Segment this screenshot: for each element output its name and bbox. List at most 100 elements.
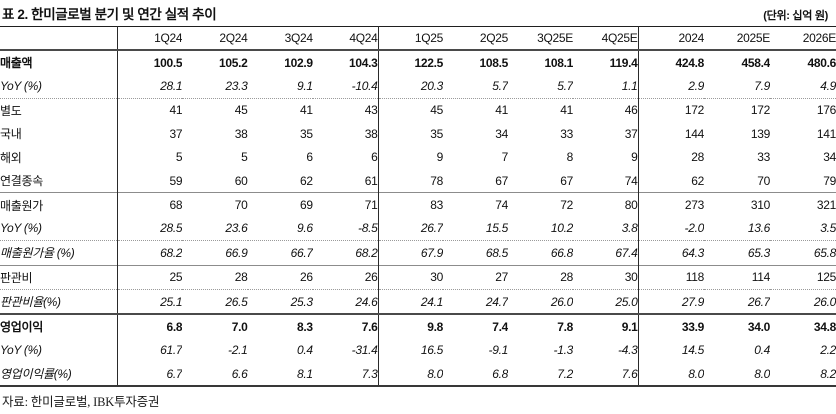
cell-YoY (%)-3Q24: 9.1 bbox=[296, 79, 313, 94]
cell-해외-4Q24: 6 bbox=[312, 145, 379, 169]
table-row-8: 매출원가율 (%) 68.2 66.9 66.7 68.2 67.9 68.5 66.8 67.… bbox=[0, 240, 836, 266]
cell-영업이익-2024: 33.9 bbox=[638, 313, 704, 339]
cell-해외-1Q24: 5 bbox=[175, 150, 183, 165]
cell-영업이익률(%)-4Q25E: 7.6 bbox=[573, 362, 639, 388]
cell-영업이익률(%)-2Q25: 6.8 bbox=[443, 362, 508, 388]
cell-YoY (%)-3Q25E: 5.7 bbox=[557, 79, 573, 94]
table-title-bar: 표 2. 한미글로벌 분기 및 연간 실적 추이 (단위: 십억 원) bbox=[0, 0, 836, 26]
cell-판관비-1Q25: 30 bbox=[378, 264, 443, 290]
cell-별도-2Q25: 41 bbox=[443, 97, 508, 123]
cell-연결종속-2024: 62 bbox=[691, 173, 704, 188]
column-header-2026E: 2026E bbox=[770, 26, 836, 51]
cell-판관비율(%)-4Q24: 24.6 bbox=[312, 288, 379, 315]
table-row-3: 국내 37 38 35 38 35 34 33 37 144 139 141 bbox=[0, 122, 836, 146]
cell-매출액-4Q25E: 119.4 bbox=[573, 50, 639, 75]
cell-매출원가-4Q24: 71 bbox=[312, 192, 379, 217]
cell-별도-3Q25E: 41 bbox=[508, 97, 573, 123]
cell-YoY (%)-1Q25: 16.5 bbox=[420, 343, 443, 358]
cell-매출액-1Q24: 100.5 bbox=[153, 55, 183, 70]
cell-해외-3Q25E: 8 bbox=[566, 150, 573, 165]
cell-YoY (%)-2026E: 3.5 bbox=[820, 221, 836, 236]
cell-영업이익률(%)-2025E: 8.0 bbox=[704, 362, 770, 388]
cell-매출원가-2Q25: 74 bbox=[443, 192, 508, 217]
row-label: YoY (%) bbox=[0, 74, 118, 99]
table-row-12: YoY (%) 61.7 -2.1 0.4 -31.4 16.5 -9.1 -1.3 -4.3 1… bbox=[0, 338, 836, 363]
cell-매출원가율 (%)-3Q25E: 66.8 bbox=[508, 240, 573, 266]
cell-해외-2025E: 33 bbox=[757, 150, 770, 165]
row-label: 판관비 bbox=[0, 264, 118, 290]
cell-영업이익-2026E: 34.8 bbox=[770, 313, 836, 339]
cell-YoY (%)-2026E: 2.2 bbox=[820, 343, 836, 358]
cell-매출원가-2Q24: 70 bbox=[182, 192, 248, 217]
cell-매출원가-3Q25E: 72 bbox=[508, 192, 573, 217]
cell-YoY (%)-3Q24: 0.4 bbox=[296, 343, 313, 358]
cell-연결종속-3Q25E: 67 bbox=[560, 173, 573, 188]
cell-YoY (%)-4Q25E: 1.1 bbox=[573, 74, 639, 99]
cell-매출원가율 (%)-1Q24: 68.2 bbox=[117, 240, 183, 266]
cell-영업이익률(%)-2024: 8.0 bbox=[638, 362, 704, 388]
cell-국내-3Q24: 35 bbox=[300, 126, 313, 141]
row-label: 판관비율(%) bbox=[0, 288, 118, 315]
column-header-1Q25: 1Q25 bbox=[378, 26, 443, 51]
cell-영업이익률(%)-1Q24: 6.7 bbox=[117, 362, 183, 388]
cell-별도-2025E: 172 bbox=[704, 97, 770, 123]
cell-별도-1Q24: 41 bbox=[117, 97, 183, 123]
cell-YoY (%)-1Q25: 20.3 bbox=[420, 79, 443, 94]
cell-국내-3Q25E: 33 bbox=[560, 126, 573, 141]
label-column-header bbox=[0, 26, 118, 51]
source-note: 자료: 한미글로벌, IBK투자증권 bbox=[2, 395, 160, 410]
cell-YoY (%)-1Q25: 26.7 bbox=[420, 221, 443, 236]
table-title: 표 2. 한미글로벌 분기 및 연간 실적 추이 bbox=[2, 7, 217, 22]
cell-판관비율(%)-2025E: 26.7 bbox=[704, 288, 770, 315]
cell-영업이익-2Q24: 7.0 bbox=[182, 313, 248, 339]
cell-매출원가율 (%)-3Q24: 66.7 bbox=[247, 240, 313, 266]
cell-YoY (%)-2024: -2.0 bbox=[684, 221, 704, 236]
cell-매출원가율 (%)-1Q25: 67.9 bbox=[378, 240, 443, 266]
cell-판관비율(%)-3Q24: 25.3 bbox=[247, 288, 313, 315]
cell-YoY (%)-2024: 14.5 bbox=[681, 343, 704, 358]
column-header-2025E: 2025E bbox=[704, 26, 770, 51]
row-label: 영업이익률(%) bbox=[0, 362, 118, 388]
cell-별도-2026E: 176 bbox=[770, 97, 836, 123]
cell-판관비율(%)-1Q24: 25.1 bbox=[117, 288, 183, 315]
column-header-1Q24: 1Q24 bbox=[117, 26, 183, 51]
cell-연결종속-4Q24: 61 bbox=[312, 168, 379, 193]
cell-연결종속-2026E: 79 bbox=[823, 173, 836, 188]
cell-별도-2Q24: 45 bbox=[182, 97, 248, 123]
cell-판관비-4Q25E: 30 bbox=[573, 264, 639, 290]
cell-해외-4Q25E: 9 bbox=[573, 145, 639, 169]
cell-YoY (%)-4Q24: -8.5 bbox=[312, 216, 379, 241]
cell-판관비율(%)-2Q25: 24.7 bbox=[443, 288, 508, 315]
cell-영업이익-2Q25: 7.4 bbox=[443, 313, 508, 339]
row-label: 영업이익 bbox=[0, 313, 118, 339]
cell-YoY (%)-1Q24: 28.5 bbox=[160, 221, 183, 236]
row-label: 매출원가율 (%) bbox=[0, 240, 118, 266]
cell-해외-2Q25: 7 bbox=[501, 150, 508, 165]
cell-YoY (%)-2025E: 7.9 bbox=[754, 79, 770, 94]
column-header-2024: 2024 bbox=[638, 26, 704, 51]
cell-YoY (%)-2025E: 0.4 bbox=[754, 343, 770, 358]
table-row-6: 매출원가 68 70 69 71 83 74 72 80 273 310 321 bbox=[0, 192, 836, 217]
cell-국내-2025E: 139 bbox=[750, 126, 770, 141]
cell-YoY (%)-1Q24: 28.1 bbox=[160, 79, 183, 94]
cell-연결종속-1Q24: 59 bbox=[169, 173, 183, 188]
cell-YoY (%)-3Q24: 9.6 bbox=[296, 221, 313, 236]
cell-YoY (%)-4Q24: -31.4 bbox=[312, 338, 379, 363]
cell-판관비-4Q24: 26 bbox=[312, 264, 379, 290]
cell-영업이익-4Q25E: 9.1 bbox=[573, 313, 639, 339]
cell-매출액-3Q24: 102.9 bbox=[284, 55, 313, 70]
table-row-1: YoY (%) 28.1 23.3 9.1 -10.4 20.3 5.7 5.7 1.1 2.9 7… bbox=[0, 74, 836, 99]
cell-매출원가-2024: 273 bbox=[638, 192, 704, 217]
cell-매출원가율 (%)-4Q25E: 67.4 bbox=[573, 240, 639, 266]
column-header-4Q24: 4Q24 bbox=[312, 26, 379, 51]
table-row-2: 별도 41 45 41 43 45 41 41 46 172 172 176 bbox=[0, 97, 836, 123]
cell-연결종속-2Q25: 67 bbox=[495, 173, 508, 188]
table-header-row: 1Q24 2Q24 3Q24 4Q24 1Q25 2Q25 3Q25E 4Q25E 2024 20… bbox=[0, 26, 836, 51]
row-label: 국내 bbox=[0, 122, 118, 146]
cell-영업이익-1Q24: 6.8 bbox=[117, 313, 183, 339]
cell-영업이익률(%)-3Q24: 8.1 bbox=[247, 362, 313, 388]
cell-영업이익률(%)-4Q24: 7.3 bbox=[312, 362, 379, 388]
cell-영업이익-4Q24: 7.6 bbox=[312, 313, 379, 339]
cell-매출원가율 (%)-2025E: 65.3 bbox=[704, 240, 770, 266]
cell-매출원가율 (%)-2Q25: 68.5 bbox=[443, 240, 508, 266]
